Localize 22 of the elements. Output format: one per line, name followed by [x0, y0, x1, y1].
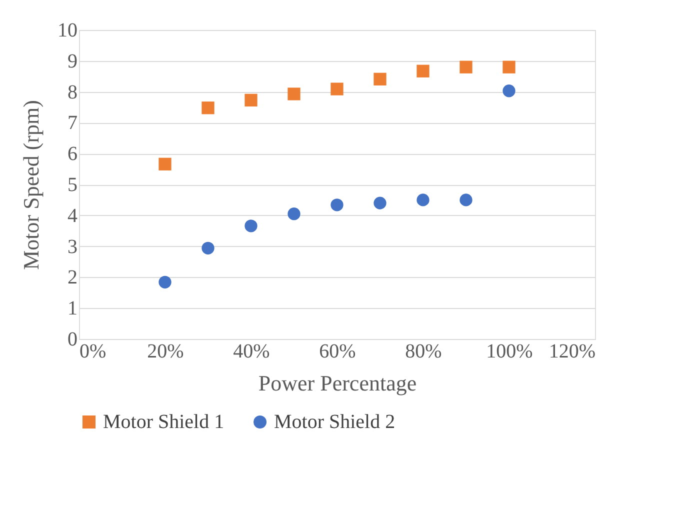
- x-tick-label: 100%: [486, 340, 533, 362]
- y-tick-label: 3: [68, 236, 78, 258]
- y-tick-label: 10: [58, 20, 78, 42]
- y-tick-label: 8: [68, 81, 78, 104]
- x-tick-label: 40%: [233, 340, 270, 362]
- x-tick-label: 120%: [548, 340, 596, 362]
- x-tick-label: 80%: [405, 340, 442, 362]
- legend-label: Motor Shield 1: [103, 411, 224, 433]
- y-tick-label: 9: [68, 50, 78, 72]
- y-tick-label: 5: [68, 174, 78, 196]
- x-tick-label: 0%: [80, 340, 106, 362]
- y-tick-label: 0: [68, 328, 78, 350]
- y-tick-label: 2: [68, 266, 78, 289]
- x-axis-title: Power Percentage: [258, 370, 417, 396]
- legend-label: Motor Shield 2: [274, 411, 396, 433]
- y-tick-label: 1: [68, 298, 78, 320]
- y-tick-label: 6: [68, 143, 78, 166]
- y-tick-label: 4: [68, 204, 78, 227]
- y-axis-title: Motor Speed (rpm): [18, 100, 44, 270]
- x-tick-label: 20%: [147, 340, 184, 362]
- x-tick-label: 60%: [319, 340, 356, 362]
- y-tick-label: 7: [68, 112, 78, 134]
